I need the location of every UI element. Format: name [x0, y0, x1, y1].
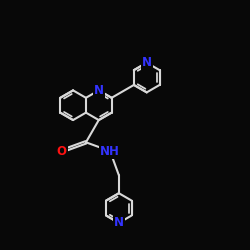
Text: N: N: [94, 84, 104, 97]
Text: O: O: [57, 144, 67, 158]
Text: NH: NH: [100, 144, 120, 158]
Text: N: N: [142, 56, 152, 69]
Text: N: N: [114, 216, 124, 230]
